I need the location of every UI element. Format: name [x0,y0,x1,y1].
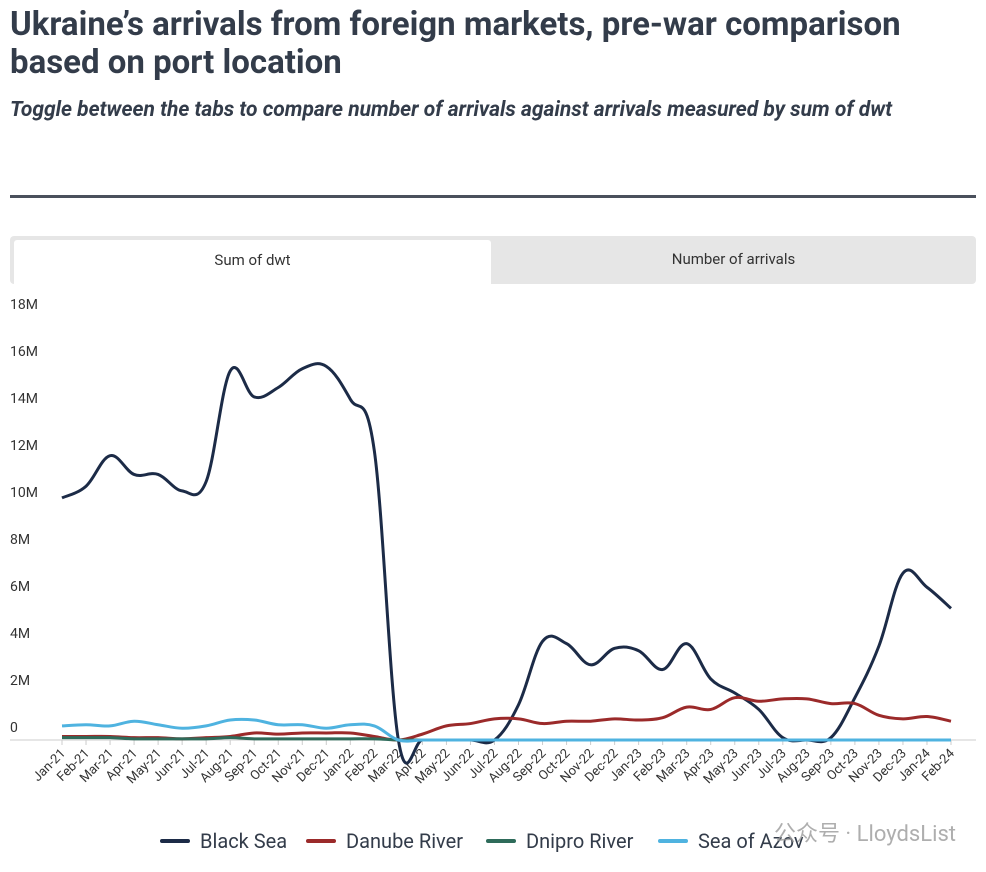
y-tick-label: 16M [10,344,38,360]
legend-label: Danube River [346,829,463,853]
y-tick-label: 10M [10,485,38,501]
legend-label: Dnipro River [526,829,634,853]
tab[interactable]: Number of arrivals [671,250,796,268]
legend-item[interactable]: Dnipro River [486,829,634,853]
watermark: 公众号 · LloydsList [774,822,956,847]
legend-item[interactable]: Danube River [306,829,463,853]
y-tick-label: 4M [10,626,30,642]
chart-title: Ukraine’s arrivals from foreign markets,… [10,5,901,82]
y-tick-label: 0 [10,720,18,736]
series-line [61,717,951,743]
legend-item[interactable]: Black Sea [160,829,287,853]
y-tick-label: 14M [10,391,38,407]
tab-bar: Sum of dwt Number of arrivals [10,236,976,284]
legend-label: Sea of Azov [698,829,804,853]
series-line [61,362,952,765]
y-tick-label: 6M [10,579,30,595]
divider [10,195,976,198]
legend-label: Black Sea [200,829,287,853]
series-line [62,695,952,742]
y-tick-label: 18M [10,297,38,313]
chart-subtitle: Toggle between the tabs to compare numbe… [10,98,893,122]
y-tick-label: 2M [10,673,30,689]
y-tick-label: 8M [10,532,30,548]
tab[interactable]: Sum of dwt [14,240,491,284]
chart: 02M4M6M8M10M12M14M16M18MJan-21Feb-21Mar-… [10,297,976,853]
legend-item[interactable]: Sea of Azov [658,829,804,853]
y-tick-label: 12M [10,438,38,454]
